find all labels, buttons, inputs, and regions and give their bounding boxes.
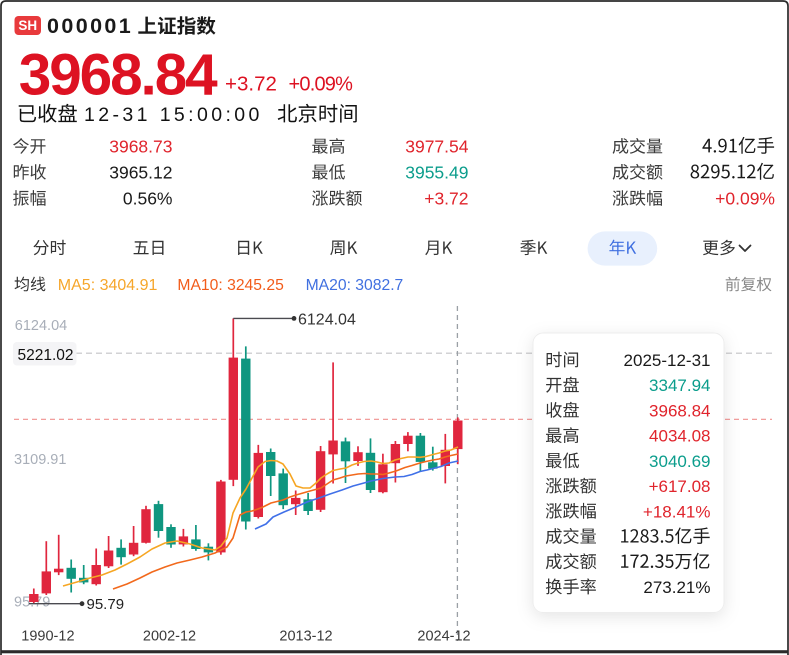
svg-text:3040.69: 3040.69	[649, 452, 710, 471]
svg-text:12-31 15:00:00: 12-31 15:00:00	[84, 104, 263, 126]
svg-text:3109.91: 3109.91	[14, 452, 66, 468]
svg-text:6124.04: 6124.04	[15, 318, 67, 334]
svg-text:4034.08: 4034.08	[649, 427, 710, 446]
svg-text:2024-12: 2024-12	[417, 629, 470, 645]
svg-text:3977.54: 3977.54	[405, 136, 469, 156]
svg-text:000001: 000001	[47, 14, 133, 38]
svg-text:3347.94: 3347.94	[649, 376, 710, 395]
svg-text:273.21%: 273.21%	[643, 578, 710, 597]
svg-text:3965.12: 3965.12	[109, 162, 172, 182]
svg-text:MA5: 3404.91: MA5: 3404.91	[58, 277, 158, 294]
svg-text:MA10: 3245.25: MA10: 3245.25	[177, 277, 284, 294]
svg-text:SH: SH	[18, 18, 37, 33]
svg-text:MA20: 3082.7: MA20: 3082.7	[306, 277, 404, 294]
svg-text:3968.84: 3968.84	[19, 43, 218, 108]
svg-text:95.79: 95.79	[14, 595, 50, 611]
svg-text:+3.72: +3.72	[424, 188, 468, 208]
svg-text:1990-12: 1990-12	[21, 629, 74, 645]
svg-text:0.56%: 0.56%	[123, 188, 173, 208]
svg-text:6124.04: 6124.04	[298, 311, 356, 328]
svg-text:+18.41%: +18.41%	[643, 502, 711, 521]
svg-text:5221.02: 5221.02	[18, 347, 74, 364]
svg-text:2013-12: 2013-12	[279, 629, 332, 645]
svg-text:3955.49: 3955.49	[405, 162, 468, 182]
svg-text:+3.72: +3.72	[225, 73, 277, 96]
svg-text:2025-12-31: 2025-12-31	[624, 351, 711, 370]
svg-text:+0.09%: +0.09%	[715, 188, 775, 208]
svg-text:3968.84: 3968.84	[649, 401, 710, 420]
svg-text:2002-12: 2002-12	[143, 629, 196, 645]
svg-text:95.79: 95.79	[87, 596, 125, 613]
svg-text:3968.73: 3968.73	[109, 136, 172, 156]
svg-text:+617.08: +617.08	[649, 477, 711, 496]
svg-text:+0.09%: +0.09%	[289, 74, 354, 96]
